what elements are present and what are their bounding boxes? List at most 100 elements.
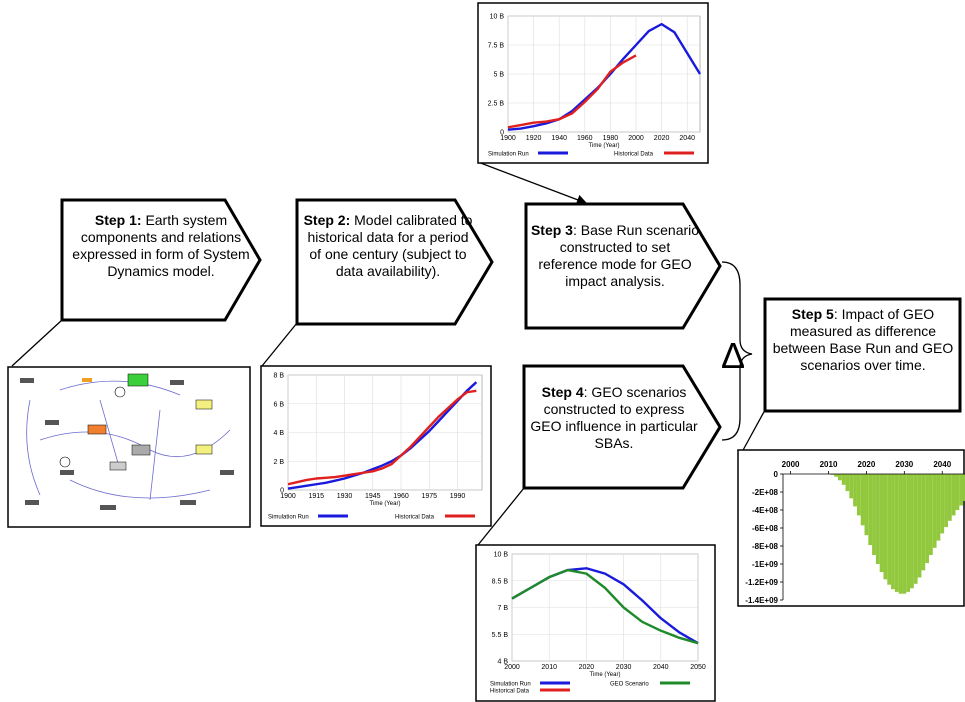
step-5-shape bbox=[763, 297, 962, 413]
y-tick-label: 2.5 B bbox=[488, 101, 505, 108]
step-3-shape bbox=[524, 202, 722, 330]
step-4-text: Step 4: GEO scenarios constructed to exp… bbox=[528, 384, 700, 452]
y-tick-label: 8 B bbox=[273, 373, 284, 380]
x-tick-label: 2040 bbox=[679, 135, 695, 142]
bar bbox=[921, 474, 926, 571]
bar bbox=[853, 474, 857, 507]
step-label: Step 1: bbox=[94, 212, 142, 228]
step-description: : Base Run scenario constructed to set r… bbox=[538, 222, 700, 289]
legend-label: Historical Data bbox=[490, 689, 530, 695]
x-axis-label: Time (Year) bbox=[590, 672, 621, 678]
x-tick-label: 1945 bbox=[365, 493, 381, 500]
model-diagram bbox=[7, 366, 251, 528]
bar bbox=[932, 474, 937, 548]
delta-symbol: Δ bbox=[721, 335, 745, 376]
bar bbox=[891, 474, 895, 590]
y-tick-label: 6 B bbox=[273, 401, 284, 408]
bar bbox=[864, 474, 869, 536]
x-tick-label: 2000 bbox=[504, 664, 520, 671]
y-tick-label: -1E+09 bbox=[752, 560, 779, 569]
connector bbox=[477, 487, 525, 546]
step-label: Step 5 bbox=[791, 306, 834, 322]
x-tick-label: 1930 bbox=[337, 493, 353, 500]
step-label: Step 3 bbox=[530, 222, 573, 238]
legend-label: Simulation Run bbox=[490, 682, 531, 688]
bar bbox=[936, 474, 941, 541]
legend-label: Simulation Run bbox=[488, 152, 529, 158]
x-tick-label: 1940 bbox=[551, 135, 567, 142]
x-tick-label: 1900 bbox=[500, 135, 516, 142]
bar bbox=[894, 474, 899, 592]
series-line bbox=[287, 389, 477, 486]
y-tick-label: 7 B bbox=[497, 605, 508, 612]
step-1-shape bbox=[60, 198, 262, 322]
x-tick-label: 1915 bbox=[308, 493, 324, 500]
step-description: : GEO scenarios constructed to express G… bbox=[530, 384, 698, 451]
x-axis-label: Time (Year) bbox=[370, 501, 401, 507]
y-tick-label: 5 B bbox=[493, 72, 504, 79]
bar bbox=[849, 474, 854, 499]
x-tick-label: 2000 bbox=[782, 460, 800, 469]
x-tick-label: 2020 bbox=[654, 135, 670, 142]
step-description: : Impact of GEO measured as difference b… bbox=[772, 306, 954, 373]
bar bbox=[928, 474, 933, 555]
brace bbox=[721, 261, 753, 441]
x-tick-label: 2040 bbox=[933, 460, 951, 469]
bar bbox=[898, 474, 903, 594]
bar bbox=[906, 474, 911, 592]
bar bbox=[856, 474, 861, 516]
y-tick-label: -4E+08 bbox=[752, 506, 779, 515]
y-tick-label: -6E+08 bbox=[752, 524, 779, 533]
legend-label: Historical Data bbox=[395, 515, 435, 521]
bar bbox=[940, 474, 945, 534]
connector bbox=[477, 161, 588, 205]
bar bbox=[917, 474, 922, 578]
step-label: Step 4 bbox=[541, 384, 584, 400]
y-tick-label: 2 B bbox=[273, 459, 284, 466]
series-line bbox=[507, 54, 637, 129]
bar bbox=[910, 474, 914, 589]
y-tick-label: 10 B bbox=[490, 14, 505, 21]
step-description: Earth system components and relations ex… bbox=[72, 212, 250, 279]
y-tick-label: 0 bbox=[774, 470, 779, 479]
legend-label: GEO Scenario bbox=[610, 682, 649, 688]
x-tick-label: 2050 bbox=[690, 664, 706, 671]
bar bbox=[959, 474, 964, 506]
y-tick-label: 8.5 B bbox=[492, 578, 509, 585]
step-4-shape bbox=[522, 364, 722, 490]
x-tick-label: 1990 bbox=[450, 493, 466, 500]
x-tick-label: 1960 bbox=[577, 135, 593, 142]
y-tick-label: -1.4E+09 bbox=[745, 596, 778, 605]
y-tick-label: 7.5 B bbox=[488, 43, 505, 50]
bar bbox=[872, 474, 876, 555]
step-description: Model calibrated to historical data for … bbox=[307, 212, 473, 279]
legend-label: Historical Data bbox=[614, 152, 654, 158]
x-tick-label: 1920 bbox=[526, 135, 542, 142]
x-tick-label: 2010 bbox=[820, 460, 838, 469]
x-tick-label: 2010 bbox=[541, 664, 557, 671]
x-tick-label: 2000 bbox=[628, 135, 644, 142]
step-2-shape bbox=[295, 198, 494, 326]
step-5-text: Step 5: Impact of GEO measured as differ… bbox=[770, 306, 956, 374]
bar bbox=[925, 474, 929, 564]
bar bbox=[860, 474, 865, 526]
x-tick-label: 2030 bbox=[895, 460, 913, 469]
y-tick-label: 5.5 B bbox=[492, 632, 509, 639]
step-label: Step 2: bbox=[303, 212, 351, 228]
y-tick-label: 4 B bbox=[273, 430, 284, 437]
bar bbox=[845, 474, 850, 492]
x-tick-label: 2020 bbox=[579, 664, 595, 671]
y-tick-label: -2E+08 bbox=[752, 488, 779, 497]
connector bbox=[741, 409, 766, 453]
bar bbox=[944, 474, 948, 528]
legend-label: Simulation Run bbox=[268, 515, 309, 521]
y-tick-label: 10 B bbox=[494, 552, 509, 559]
y-tick-label: -1.2E+09 bbox=[745, 578, 778, 587]
bar bbox=[834, 474, 838, 477]
connector bbox=[11, 319, 63, 367]
bar bbox=[902, 474, 907, 594]
x-tick-label: 2020 bbox=[858, 460, 876, 469]
bar bbox=[951, 474, 956, 516]
bar bbox=[963, 474, 965, 501]
bar bbox=[883, 474, 888, 580]
